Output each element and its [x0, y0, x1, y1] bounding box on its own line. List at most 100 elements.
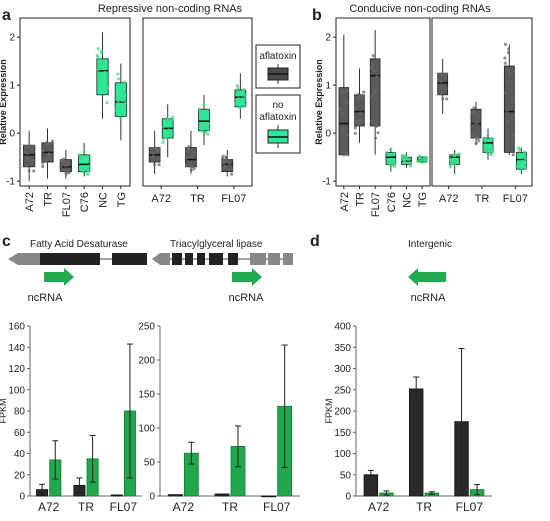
data-point: [506, 51, 510, 55]
data-point: [41, 164, 45, 169]
data-point: [96, 47, 100, 51]
x-tick-label: TR: [78, 500, 94, 514]
x-tick-label: A72: [368, 500, 390, 514]
panel-letter-b: b: [312, 7, 322, 24]
data-point: [123, 93, 128, 97]
data-point: [517, 160, 521, 164]
data-point: [444, 72, 448, 76]
data-point: [149, 146, 153, 151]
data-point: [162, 133, 166, 137]
data-point: [116, 77, 120, 81]
data-point: [400, 154, 404, 159]
data-point: [505, 119, 509, 123]
y-tick-label: 150: [138, 390, 155, 401]
data-point: [98, 76, 102, 80]
data-point: [357, 96, 361, 101]
data-point: [503, 90, 508, 95]
data-point: [235, 90, 239, 94]
data-point: [362, 94, 366, 98]
data-point: [489, 137, 494, 141]
data-point: [521, 159, 525, 163]
data-point: [82, 149, 86, 153]
data-point: [490, 146, 494, 150]
data-point: [420, 160, 424, 164]
y-tick-label: 400: [334, 322, 351, 333]
data-point: [228, 162, 232, 166]
barchart-lipase: 0 50 100 150 200 250 A72 TR FL07: [138, 322, 300, 514]
data-point: [24, 144, 28, 149]
data-point: [26, 156, 30, 160]
data-point: [508, 71, 512, 76]
data-point: [506, 80, 510, 84]
bar: [110, 494, 123, 497]
ncrna-arrow-fatty-acid: [44, 268, 74, 286]
exon-black: [40, 253, 100, 265]
data-point: [392, 151, 396, 155]
data-point: [345, 133, 349, 137]
x-tick-label: FL07: [503, 193, 528, 205]
exon-gray: [18, 253, 40, 265]
data-point: [31, 144, 36, 148]
data-point: [66, 169, 70, 174]
data-point: [116, 72, 120, 76]
data-point: [206, 109, 210, 113]
data-point: [96, 68, 100, 72]
data-point: [522, 150, 527, 154]
data-point: [50, 141, 55, 146]
y-tick-label: 40: [14, 449, 26, 460]
data-point: [118, 116, 123, 120]
bar: [167, 494, 183, 497]
data-point: [191, 165, 195, 169]
y-tick-label: 100: [138, 424, 155, 435]
data-point: [470, 123, 474, 127]
data-point: [156, 149, 160, 153]
data-point: [340, 111, 344, 115]
gene-title-intergenic: Intergenic: [408, 239, 452, 250]
data-point: [123, 89, 127, 94]
data-point: [345, 100, 349, 105]
y-tick-label: -1: [6, 177, 15, 188]
data-point: [242, 92, 246, 96]
data-point: [236, 86, 240, 90]
data-point: [353, 131, 357, 135]
data-point: [511, 133, 515, 137]
data-point: [105, 100, 109, 105]
x-tick-label: TR: [475, 193, 490, 205]
legend-no-label-1: no: [272, 100, 284, 111]
data-point: [423, 156, 428, 161]
data-point: [476, 115, 480, 119]
data-point: [150, 159, 155, 164]
data-point: [418, 158, 422, 162]
data-point: [28, 144, 32, 148]
y-tick-label: 160: [8, 322, 25, 333]
data-point: [474, 121, 478, 125]
y-tick-label: 300: [334, 364, 351, 375]
data-point: [357, 92, 361, 96]
data-point: [362, 90, 366, 94]
gene-title-lipase: Triacylglyceral lipase: [170, 239, 263, 250]
y-tick-label: 0: [19, 492, 25, 503]
y-tick-label: 250: [138, 322, 155, 333]
gene-diagram-lipase: Triacylglyceral lipase ncRNA: [152, 239, 293, 304]
data-point: [371, 69, 376, 73]
y-tick-label: 200: [334, 407, 351, 418]
data-point: [441, 97, 445, 101]
x-tick-label: A72: [151, 193, 171, 205]
data-point: [472, 106, 476, 110]
data-point: [353, 126, 357, 130]
panel-letter-c: c: [2, 233, 11, 250]
data-point: [445, 97, 449, 101]
legend-aflatoxin: aflatoxin: [255, 44, 301, 89]
data-point: [151, 154, 155, 158]
y-tick-label: 80: [14, 407, 26, 418]
exon-black: [185, 253, 193, 265]
data-point: [477, 139, 481, 143]
data-point: [165, 119, 169, 123]
data-point: [341, 127, 345, 131]
data-point: [202, 103, 206, 107]
data-point: [393, 158, 397, 163]
data-point: [199, 112, 203, 117]
x-tick-label: A72: [38, 500, 60, 514]
data-point: [342, 153, 346, 157]
legend-no-aflatoxin: no aflatoxin: [255, 94, 301, 154]
